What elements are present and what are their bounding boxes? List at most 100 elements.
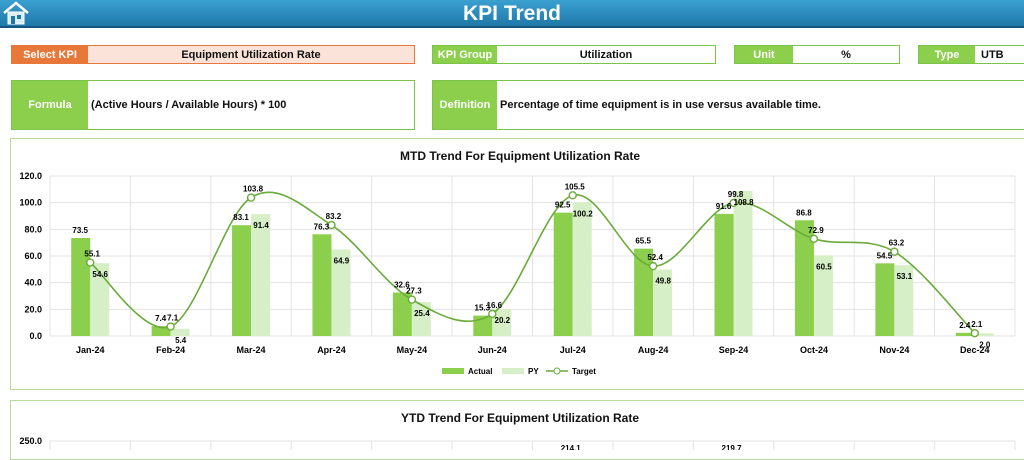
py-data-label: 60.5 bbox=[816, 262, 832, 271]
py-bar bbox=[170, 328, 190, 336]
py-data-label: 2.0 bbox=[979, 340, 991, 349]
actual-data-label: 7.4 bbox=[155, 314, 167, 323]
actual-data-label: 73.5 bbox=[72, 226, 88, 235]
kpi-group-field: KPI Group Utilization bbox=[432, 45, 716, 64]
target-data-label: 103.8 bbox=[243, 185, 264, 194]
y-tick-label: 20.0 bbox=[24, 304, 42, 314]
x-tick-label: Jun-24 bbox=[478, 345, 507, 355]
mtd-chart: 0.0 20.0 40.0 60.0 80.0 100.0 120.0 Jan-24 Feb-2… bbox=[19, 171, 1016, 376]
x-tick-label: Aug-24 bbox=[638, 345, 669, 355]
x-tick-label: Jul-24 bbox=[560, 345, 586, 355]
py-bar bbox=[813, 255, 833, 336]
target-marker bbox=[648, 261, 658, 271]
target-data-label: 2.1 bbox=[971, 320, 983, 329]
y-tick-label: 60.0 bbox=[24, 251, 42, 261]
actual-data-label: 76.3 bbox=[314, 222, 330, 231]
target-marker bbox=[729, 198, 738, 208]
py-data-label: 54.6 bbox=[92, 270, 108, 279]
x-tick-label: Oct-24 bbox=[800, 345, 828, 355]
select-kpi-label: Select KPI bbox=[12, 46, 88, 63]
actual-data-label: 32.6 bbox=[394, 281, 410, 290]
target-marker bbox=[809, 234, 819, 244]
unit-value: % bbox=[793, 46, 899, 63]
x-tick-label: Mar-24 bbox=[237, 345, 266, 355]
x-tick-label: Apr-24 bbox=[317, 345, 346, 355]
y-tick-label: 80.0 bbox=[24, 224, 42, 234]
target-marker bbox=[327, 220, 336, 230]
actual-bar bbox=[151, 326, 171, 336]
unit-label: Unit bbox=[735, 46, 793, 63]
target-marker bbox=[488, 309, 497, 319]
x-tick-label: Jan-24 bbox=[76, 345, 105, 355]
target-data-label: 72.9 bbox=[808, 226, 824, 235]
actual-data-label: 65.5 bbox=[635, 237, 651, 246]
select-kpi-dropdown[interactable]: Equipment Utilization Rate bbox=[88, 46, 414, 63]
target-data-label: 55.1 bbox=[84, 250, 100, 259]
target-marker bbox=[890, 247, 899, 256]
x-tick-label: Feb-24 bbox=[156, 345, 185, 355]
formula-label: Formula bbox=[12, 81, 88, 129]
ytd-chart: 250.0 214.1 219.7 bbox=[19, 436, 1016, 450]
definition-value: Percentage of time equipment is in use v… bbox=[497, 81, 1024, 129]
y-tick-label: 100.0 bbox=[19, 198, 42, 208]
select-kpi-field[interactable]: Select KPI Equipment Utilization Rate bbox=[11, 45, 415, 64]
py-bar bbox=[653, 269, 673, 336]
target-marker bbox=[166, 322, 175, 331]
target-marker bbox=[407, 295, 417, 304]
mtd-chart-title: MTD Trend For Equipment Utilization Rate bbox=[400, 149, 640, 163]
legend-actual-swatch bbox=[442, 368, 464, 374]
definition-label: Definition bbox=[433, 81, 497, 129]
x-tick-label: Dec-24 bbox=[960, 345, 990, 355]
kpi-group-value: Utilization bbox=[497, 46, 715, 63]
ytd-chart-title: YTD Trend For Equipment Utilization Rate bbox=[400, 411, 639, 425]
actual-bar bbox=[553, 212, 573, 336]
actual-data-label: 86.8 bbox=[796, 208, 812, 217]
target-data-label: 7.1 bbox=[167, 314, 179, 323]
actual-bar bbox=[875, 263, 895, 336]
py-bar bbox=[974, 333, 994, 336]
legend-py-label: PY bbox=[528, 367, 539, 376]
actual-bar bbox=[392, 292, 412, 336]
legend-target-marker bbox=[553, 367, 561, 375]
actual-data-label: 15.3 bbox=[475, 304, 491, 313]
actual-bar bbox=[955, 332, 975, 336]
py-bar bbox=[90, 263, 110, 336]
type-value: UTB bbox=[975, 46, 1024, 63]
py-data-label: 108.8 bbox=[734, 198, 755, 207]
y-tick-label: 0.0 bbox=[29, 331, 42, 341]
home-icon[interactable] bbox=[2, 1, 30, 25]
type-field: Type UTB bbox=[918, 45, 1024, 64]
ytd-data-label: 219.7 bbox=[722, 444, 743, 450]
unit-field: Unit % bbox=[734, 45, 900, 64]
py-bar bbox=[894, 265, 914, 336]
actual-data-label: 92.5 bbox=[555, 201, 571, 210]
target-data-label: 83.2 bbox=[326, 212, 342, 221]
target-data-label: 63.2 bbox=[889, 239, 905, 248]
mtd-chart-panel: MTD Trend For Equipment Utilization Rate bbox=[10, 138, 1024, 390]
py-bar bbox=[733, 190, 753, 336]
formula-value: (Active Hours / Available Hours) * 100 bbox=[88, 81, 414, 129]
page-header: KPI Trend bbox=[0, 0, 1024, 28]
actual-bar bbox=[312, 234, 332, 336]
ytd-data-label: 214.1 bbox=[561, 444, 582, 450]
type-label: Type bbox=[919, 46, 975, 63]
py-bar bbox=[572, 202, 592, 336]
py-data-label: 49.8 bbox=[655, 277, 671, 286]
kpi-group-label: KPI Group bbox=[433, 46, 497, 63]
y-tick-label: 250.0 bbox=[19, 436, 42, 446]
py-bar bbox=[492, 309, 512, 336]
py-data-label: 100.2 bbox=[573, 209, 594, 218]
x-tick-label: Sep-24 bbox=[719, 345, 749, 355]
target-data-label: 27.3 bbox=[406, 287, 422, 296]
target-marker bbox=[86, 258, 95, 267]
actual-data-label: 83.1 bbox=[233, 213, 249, 222]
target-data-label: 105.5 bbox=[565, 182, 586, 191]
target-data-label: 99.8 bbox=[728, 190, 744, 199]
py-data-label: 20.2 bbox=[495, 316, 511, 325]
actual-bar bbox=[714, 213, 734, 336]
actual-data-label: 91.6 bbox=[716, 202, 732, 211]
formula-field: Formula (Active Hours / Available Hours)… bbox=[11, 80, 415, 130]
actual-data-label: 2.4 bbox=[959, 321, 971, 330]
target-marker bbox=[246, 193, 256, 202]
actual-bar bbox=[794, 220, 814, 336]
